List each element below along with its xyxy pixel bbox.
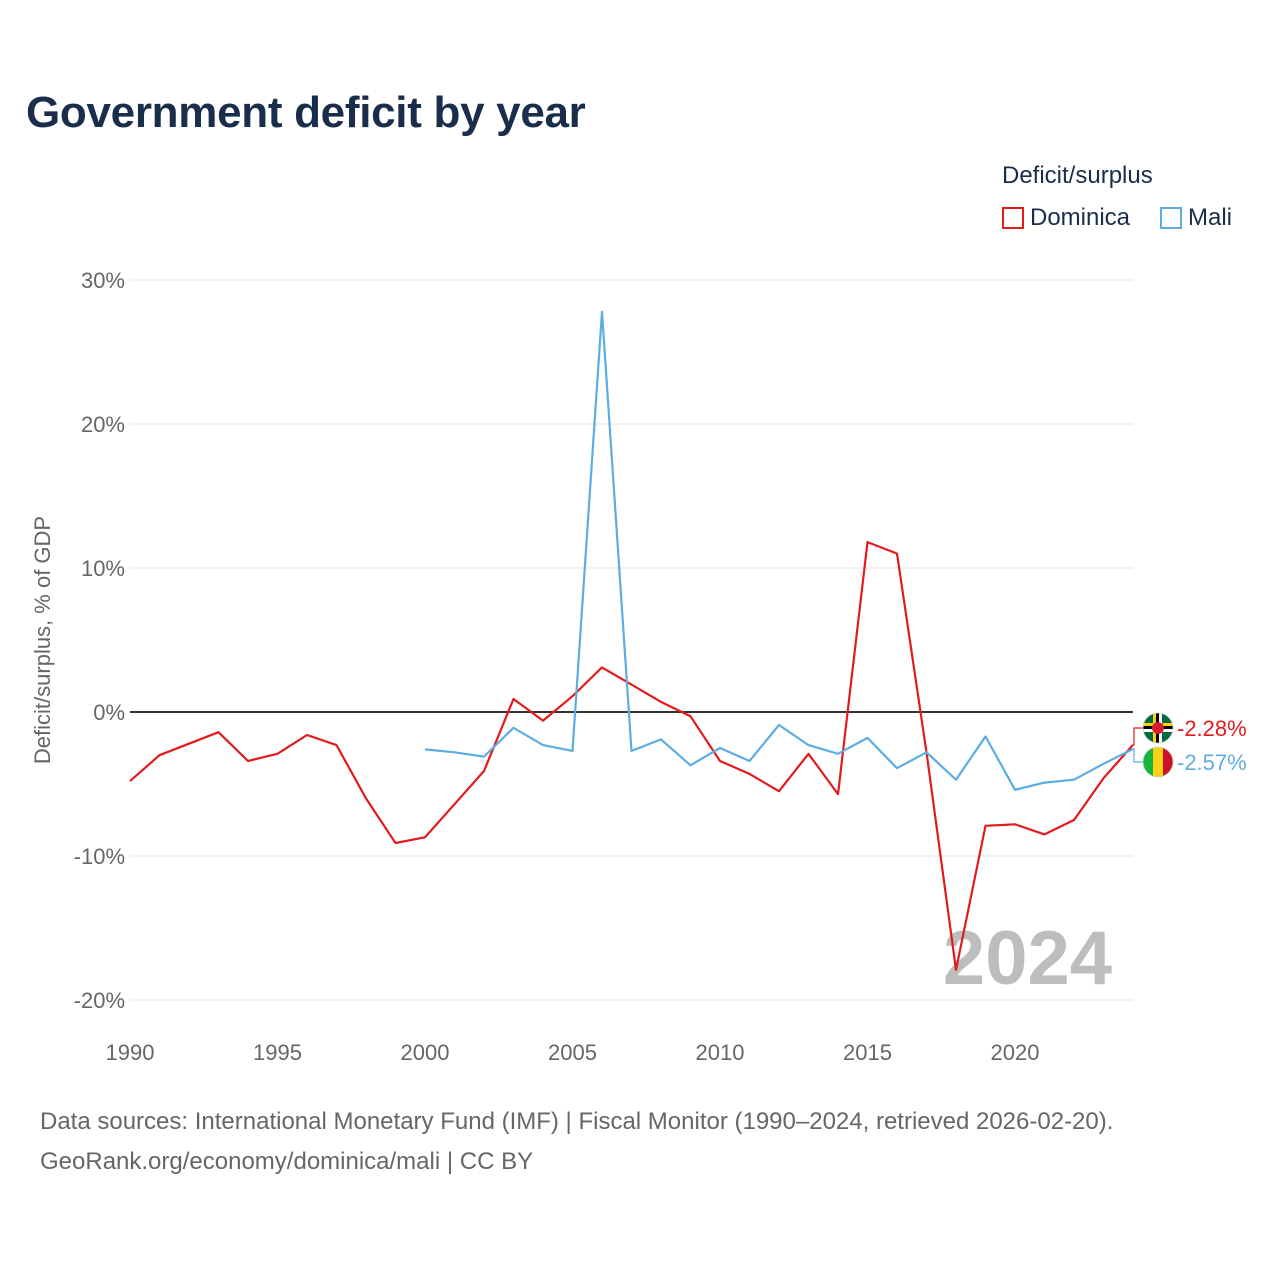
x-tick-label: 2000 bbox=[401, 1040, 450, 1065]
legend-item-mali[interactable]: Mali bbox=[1160, 204, 1232, 232]
y-tick-label: 20% bbox=[81, 412, 125, 437]
gridlines bbox=[130, 279, 1133, 1001]
legend-title: Deficit/surplus bbox=[1002, 162, 1153, 189]
mali-end-marker: -2.57% bbox=[1133, 746, 1247, 778]
dominica-flag-icon bbox=[1143, 713, 1173, 743]
y-tick-label: 10% bbox=[81, 556, 125, 581]
series-layer bbox=[129, 310, 1134, 971]
y-tick-label: -20% bbox=[74, 988, 125, 1013]
dominica-connector bbox=[1133, 727, 1143, 746]
footer-sources: Data sources: International Monetary Fun… bbox=[40, 1108, 1114, 1135]
chart-title: Government deficit by year bbox=[26, 88, 586, 137]
legend-item-dominica[interactable]: Dominica bbox=[1002, 204, 1130, 232]
legend-label-dominica: Dominica bbox=[1030, 204, 1131, 231]
x-tick-label: 2015 bbox=[843, 1040, 892, 1065]
y-axis-ticks: -20% -10% 0% 10% 20% 30% bbox=[74, 268, 125, 1013]
x-tick-label: 1995 bbox=[253, 1040, 302, 1065]
y-axis-label: Deficit/surplus, % of GDP bbox=[30, 516, 55, 764]
x-axis-ticks: 1990 1995 2000 2005 2010 2015 2020 bbox=[106, 1040, 1040, 1065]
x-tick-label: 2010 bbox=[696, 1040, 745, 1065]
mali-end-label: -2.57% bbox=[1177, 750, 1247, 775]
legend-label-mali: Mali bbox=[1188, 204, 1233, 231]
footer-attribution[interactable]: GeoRank.org/economy/dominica/mali | CC B… bbox=[40, 1148, 534, 1175]
series-line-dominica[interactable] bbox=[129, 541, 1134, 971]
y-tick-label: 0% bbox=[93, 700, 125, 725]
x-tick-label: 2005 bbox=[548, 1040, 597, 1065]
year-watermark: 2024 bbox=[943, 916, 1112, 1001]
y-tick-label: 30% bbox=[81, 268, 125, 293]
dominica-end-marker: -2.28% bbox=[1133, 712, 1247, 746]
y-tick-label: -10% bbox=[74, 844, 125, 869]
mali-flag-icon bbox=[1143, 747, 1173, 777]
x-tick-label: 1990 bbox=[106, 1040, 155, 1065]
legend-swatch-mali bbox=[1160, 207, 1182, 229]
dominica-end-label: -2.28% bbox=[1177, 716, 1247, 741]
x-tick-label: 2020 bbox=[991, 1040, 1040, 1065]
series-line-mali[interactable] bbox=[424, 310, 1134, 791]
mali-connector bbox=[1133, 748, 1143, 763]
legend-swatch-dominica bbox=[1002, 207, 1024, 229]
